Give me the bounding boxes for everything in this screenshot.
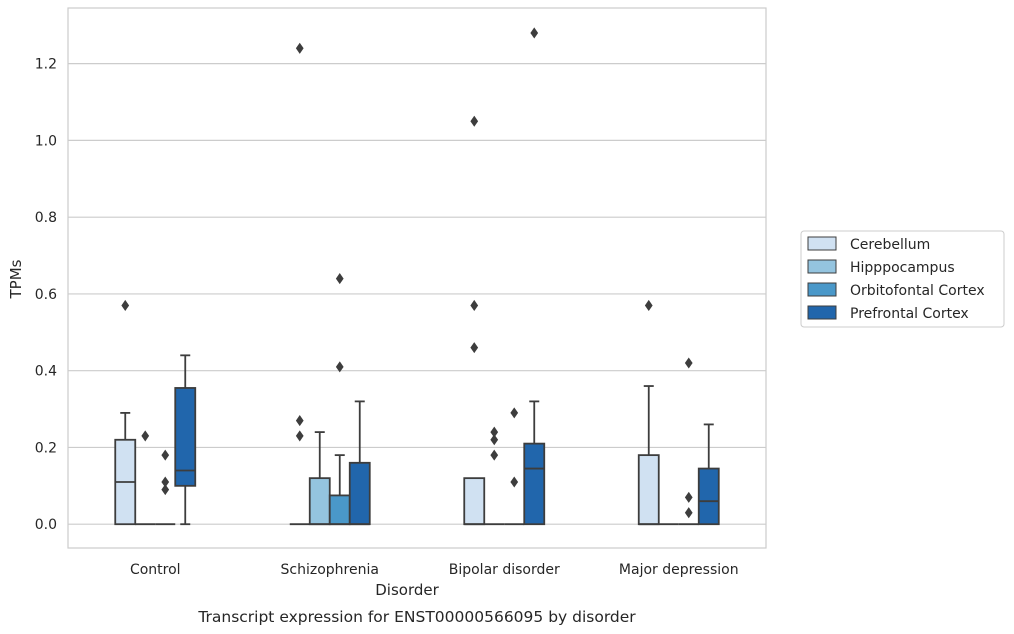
box-iqr <box>637 454 660 526</box>
y-tick-labels: 0.0 0.2 0.4 0.6 0.8 1.0 1.2 <box>35 57 57 534</box>
outlier-point <box>490 426 499 438</box>
x-tick-label: Schizophrenia <box>281 562 379 578</box>
box-cerebellum <box>114 299 137 526</box>
legend: Cerebellum Hipppocampus Orbitofontal Corte… <box>800 230 1005 328</box>
y-tick-label: 0.4 <box>35 364 57 380</box>
outlier-point <box>335 361 344 373</box>
box-cerebellum <box>637 299 660 526</box>
legend-swatch <box>807 305 837 320</box>
x-tick-labels: Control Schizophrenia Bipolar disorder Majo… <box>130 562 739 578</box>
outlier-point <box>295 415 304 427</box>
outlier-point <box>490 434 499 446</box>
legend-label: Cerebellum <box>850 237 930 253</box>
outlier-point <box>470 299 479 311</box>
x-tick-label: Control <box>130 562 181 578</box>
outlier-point <box>510 407 519 419</box>
box-iqr <box>523 442 546 526</box>
box-hipppocampus <box>308 431 331 526</box>
box-hipppocampus <box>484 426 505 526</box>
chart-caption: Transcript expression for ENST0000056609… <box>197 608 636 626</box>
outlier-point <box>161 484 170 496</box>
box-iqr <box>174 387 197 487</box>
x-tick-label: Bipolar disorder <box>449 562 560 578</box>
plot-frame <box>67 7 767 549</box>
y-tick-label: 1.0 <box>35 133 57 149</box>
y-tick-label: 1.2 <box>35 57 57 73</box>
box-hipppocampus <box>135 430 156 526</box>
outlier-point <box>530 27 539 39</box>
box-orbitofontal-cortex <box>328 273 351 526</box>
box-prefrontal-cortex <box>697 423 720 526</box>
y-axis-title: TPMs <box>7 259 25 299</box>
legend-swatch <box>807 282 837 297</box>
outlier-point <box>684 507 693 519</box>
box-prefrontal-cortex <box>523 27 546 526</box>
outlier-point <box>161 449 170 461</box>
outlier-point <box>335 273 344 285</box>
outlier-point <box>161 476 170 488</box>
outlier-point <box>295 42 304 54</box>
legend-swatch <box>807 259 837 274</box>
boxes <box>114 27 720 526</box>
legend-label: Hipppocampus <box>850 260 955 276</box>
outlier-point <box>121 299 130 311</box>
outlier-point <box>470 115 479 127</box>
box-iqr <box>308 477 331 526</box>
box-iqr <box>697 467 720 526</box>
legend-frame <box>800 230 1005 328</box>
y-tick-label: 0.8 <box>35 210 57 226</box>
outlier-point <box>470 342 479 354</box>
outlier-point <box>141 430 150 442</box>
box-orbitofontal-cortex <box>504 407 525 526</box>
box-prefrontal-cortex <box>174 354 197 526</box>
legend-label: Orbitofontal Cortex <box>850 283 985 299</box>
x-axis-title: Disorder <box>375 581 439 599</box>
box-cerebellum <box>463 115 486 526</box>
box-prefrontal-cortex <box>348 400 371 526</box>
grid-lines <box>68 63 766 525</box>
y-tick-label: 0.0 <box>35 517 57 533</box>
box-iqr <box>328 494 351 526</box>
box-cerebellum <box>289 42 310 526</box>
outlier-point <box>684 357 693 369</box>
outlier-point <box>644 299 653 311</box>
box-iqr <box>348 461 371 526</box>
box-orbitofontal-cortex <box>155 449 176 526</box>
x-tick-label: Major depression <box>619 562 739 578</box>
y-tick-label: 0.6 <box>35 287 57 303</box>
y-tick-label: 0.2 <box>35 440 57 456</box>
outlier-point <box>510 476 519 488</box>
legend-label: Prefrontal Cortex <box>850 306 969 322</box>
box-orbitofontal-cortex <box>678 357 699 526</box>
outlier-point <box>684 491 693 503</box>
outlier-point <box>490 449 499 461</box>
legend-swatch <box>807 236 837 251</box>
outlier-point <box>295 430 304 442</box>
box-iqr <box>463 477 486 526</box>
